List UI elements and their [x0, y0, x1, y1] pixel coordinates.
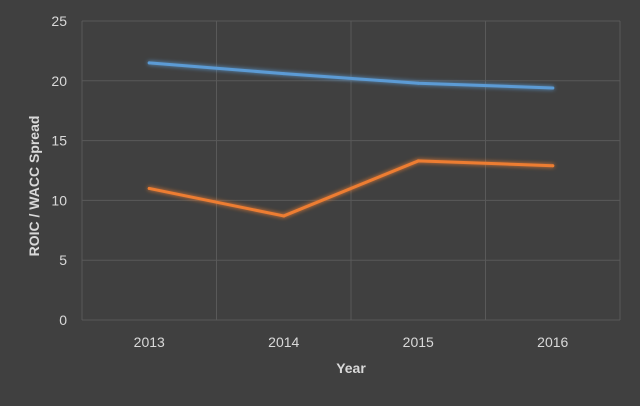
y-tick-label: 10	[51, 192, 67, 208]
gridlines	[81, 20, 621, 321]
y-tick-label: 15	[51, 133, 67, 149]
data-point	[416, 81, 420, 85]
data-point	[282, 214, 286, 218]
data-point	[282, 72, 286, 76]
x-axis-ticks: 2013 2014 2015 2016	[134, 334, 569, 350]
y-axis-ticks: 0 5 10 15 20 25	[51, 13, 67, 328]
series-line-1	[147, 61, 555, 90]
y-axis-title: ROIC / WACC Spread	[26, 116, 42, 257]
series-lines	[147, 61, 555, 218]
data-point	[147, 61, 151, 65]
data-point	[147, 186, 151, 190]
y-tick-label: 25	[51, 13, 67, 29]
y-tick-label: 20	[51, 73, 67, 89]
y-tick-label: 0	[59, 312, 67, 328]
x-axis-title: Year	[336, 360, 366, 376]
data-point	[416, 159, 420, 163]
y-tick-label: 5	[59, 252, 67, 268]
data-point	[551, 164, 555, 168]
series-line-2	[147, 159, 555, 218]
x-tick-label: 2016	[537, 334, 568, 350]
x-tick-label: 2014	[268, 334, 299, 350]
x-tick-label: 2013	[134, 334, 165, 350]
data-point	[551, 86, 555, 90]
x-tick-label: 2015	[403, 334, 434, 350]
